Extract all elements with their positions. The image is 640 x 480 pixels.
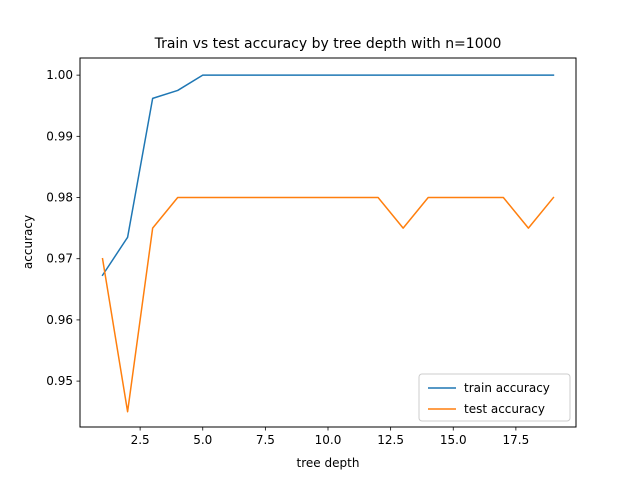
x-tick-label: 12.5 xyxy=(377,433,404,447)
x-tick-label: 17.5 xyxy=(503,433,530,447)
x-tick-label: 2.5 xyxy=(131,433,150,447)
y-axis: 0.95 0.96 0.97 0.98 0.99 1.00 xyxy=(46,68,80,388)
chart-title: Train vs test accuracy by tree depth wit… xyxy=(154,36,502,52)
legend-label-0: train accuracy xyxy=(464,381,550,395)
x-tick-label: 5.0 xyxy=(193,433,212,447)
y-tick-label: 1.00 xyxy=(46,68,73,82)
x-tick-label: 15.0 xyxy=(440,433,467,447)
plot-area xyxy=(101,74,555,413)
y-tick-label: 0.95 xyxy=(46,374,73,388)
x-axis: 2.5 5.0 7.5 10.0 12.5 15.0 17.5 xyxy=(131,427,530,447)
legend-label-1: test accuracy xyxy=(464,402,545,416)
series-line-1 xyxy=(101,196,555,413)
y-tick-label: 0.99 xyxy=(46,129,73,143)
x-axis-label: tree depth xyxy=(297,456,360,470)
legend: train accuracy test accuracy xyxy=(418,373,571,422)
series-line-0 xyxy=(101,74,555,277)
y-tick-label: 0.98 xyxy=(46,191,73,205)
y-axis-label: accuracy xyxy=(21,215,35,269)
y-tick-label: 0.97 xyxy=(46,252,73,266)
legend-box xyxy=(418,373,571,422)
y-tick-label: 0.96 xyxy=(46,313,73,327)
x-tick-label: 10.0 xyxy=(315,433,342,447)
x-tick-label: 7.5 xyxy=(256,433,275,447)
